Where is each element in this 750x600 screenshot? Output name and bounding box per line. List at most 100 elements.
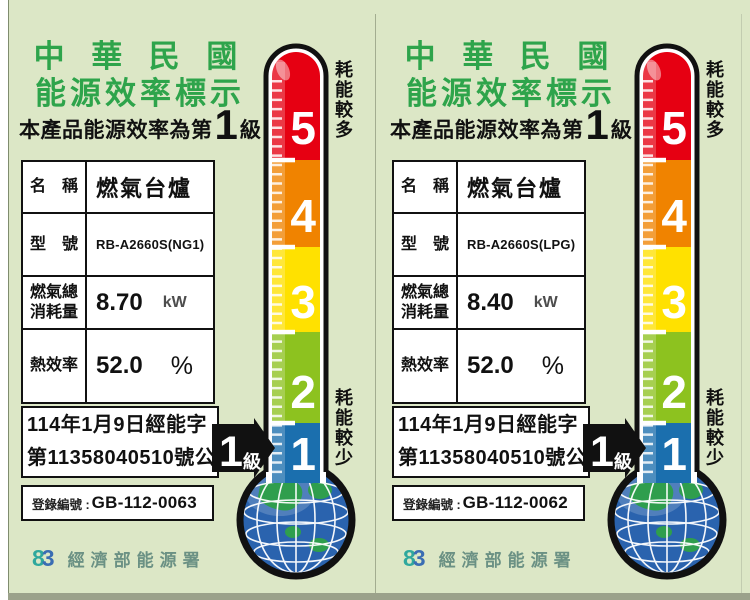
label-title-line1: 中 華 民 國 (404, 39, 618, 74)
level-3: 3 (661, 276, 687, 328)
name-value: 燃氣台爐 (467, 176, 564, 201)
energy-administration-logo-icon: 83 (403, 547, 426, 570)
level-5: 5 (290, 102, 316, 154)
energy-label-lpg: 中 華 民 國 能源效率標示 本產品能源效率為第 1 級 名 稱 燃氣台爐 型 … (379, 0, 746, 593)
arrow-grade-unit: 級 (614, 451, 632, 472)
consumption-value: 8.40 (467, 288, 514, 316)
consumption-unit: kW (162, 293, 187, 311)
consumption-label: 燃氣總 消耗量 (394, 277, 458, 328)
grade-statement: 本產品能源效率為第 1 級 (19, 101, 261, 148)
label-title-line2: 能源效率標示 (35, 76, 245, 111)
sheet-bottom-shadow (8, 593, 750, 600)
announcement-line2: 第11358040510號公告 (27, 447, 236, 469)
table-row-name: 名 稱 燃氣台爐 (23, 162, 213, 214)
model-value: RB-A2660S(NG1) (96, 237, 205, 252)
agency-name: 經濟部能源署 (438, 551, 577, 570)
thermometer-gauge: 5 4 3 2 1 (607, 43, 727, 580)
energy-administration-logo-icon: 83 (32, 547, 55, 570)
registration-number: GB-112-0062 (462, 493, 569, 512)
grade-arrow: 1 級 (212, 418, 275, 478)
announcement-box: 114年1月9日經能字 第11358040510號公告 (392, 406, 607, 478)
efficiency-value: 52.0 (467, 352, 514, 379)
globe-icon (236, 460, 356, 580)
table-row-consumption: 燃氣總 消耗量 8.70 kW (23, 277, 213, 330)
model-label: 型 號 (394, 214, 458, 275)
level-4: 4 (290, 190, 316, 242)
efficiency-label: 熱效率 (394, 330, 458, 402)
grade-arrow: 1 級 (583, 418, 646, 478)
tube-ticks (643, 80, 666, 478)
announcement-box: 114年1月9日經能字 第11358040510號公告 (21, 406, 236, 478)
caption-less-energy: 耗能較少 (333, 388, 353, 468)
grade-statement-suffix: 級 (239, 119, 261, 143)
sheet-right-edge (741, 14, 742, 600)
efficiency-unit: % (541, 351, 564, 380)
efficiency-value-cell: 52.0 % (458, 330, 584, 402)
level-2: 2 (661, 366, 687, 418)
consumption-value: 8.70 (96, 288, 143, 316)
consumption-label: 燃氣總 消耗量 (23, 277, 87, 328)
registration-label: 登錄編號 : (403, 497, 461, 512)
table-row-model: 型 號 RB-A2660S(NG1) (23, 214, 213, 277)
table-row-efficiency: 熱效率 52.0 % (23, 330, 213, 402)
thermometer-gauge: 5 4 3 2 1 (236, 43, 356, 580)
registration-label: 登錄編號 : (32, 497, 90, 512)
level-1: 1 (661, 428, 687, 480)
registration-box: 登錄編號 : GB-112-0063 (21, 485, 214, 521)
registration-number: GB-112-0063 (91, 493, 198, 512)
level-5: 5 (661, 102, 687, 154)
tube-outline (634, 43, 700, 472)
globe-icon (607, 460, 727, 580)
labels-divider-line (375, 14, 376, 600)
agency-name: 經濟部能源署 (67, 551, 206, 570)
table-row-model: 型 號 RB-A2660S(LPG) (394, 214, 584, 277)
name-label: 名 稱 (394, 162, 458, 212)
grade-statement-suffix: 級 (610, 119, 632, 143)
caption-more-energy: 耗能較多 (704, 60, 724, 140)
tube-outline (263, 43, 329, 472)
energy-label-ng1: 中 華 民 國 能源效率標示 本產品能源效率為第 1 級 名 稱 燃氣台爐 型 … (8, 0, 375, 593)
logo-glyph-left: 8 (32, 545, 45, 571)
logo-glyph-right: 3 (412, 545, 426, 571)
label-title-line2: 能源效率標示 (406, 76, 616, 111)
consumption-unit: kW (533, 293, 558, 311)
label-title-line1: 中 華 民 國 (33, 39, 247, 74)
registration-box: 登錄編號 : GB-112-0062 (392, 485, 585, 521)
name-label: 名 稱 (23, 162, 87, 212)
logo-glyph-left: 8 (403, 545, 416, 571)
level-3: 3 (290, 276, 316, 328)
arrow-grade-unit: 級 (243, 451, 261, 472)
spec-table: 名 稱 燃氣台爐 型 號 RB-A2660S(LPG) 燃氣總 消耗量 8.40… (392, 160, 586, 404)
announcement-line2: 第11358040510號公告 (398, 447, 607, 469)
model-label: 型 號 (23, 214, 87, 275)
tube-ticks (272, 80, 295, 478)
grade-statement-number: 1 (214, 101, 238, 148)
announcement-line1: 114年1月9日經能字 (398, 414, 579, 436)
caption-more-energy: 耗能較多 (333, 60, 353, 140)
grade-statement-prefix: 本產品能源效率為第 (19, 119, 213, 143)
efficiency-value: 52.0 (96, 352, 143, 379)
table-row-name: 名 稱 燃氣台爐 (394, 162, 584, 214)
grade-statement-prefix: 本產品能源效率為第 (390, 119, 584, 143)
level-1: 1 (290, 428, 316, 480)
grade-statement-number: 1 (585, 101, 609, 148)
caption-less-energy: 耗能較少 (704, 388, 724, 468)
logo-glyph-right: 3 (41, 545, 55, 571)
efficiency-unit: % (170, 351, 193, 380)
consumption-value-cell: 8.70 kW (87, 277, 213, 328)
agency-footer: 83 經濟部能源署 (403, 546, 577, 571)
efficiency-value-cell: 52.0 % (87, 330, 213, 402)
model-value: RB-A2660S(LPG) (467, 237, 576, 252)
table-row-consumption: 燃氣總 消耗量 8.40 kW (394, 277, 584, 330)
agency-footer: 83 經濟部能源署 (32, 546, 206, 571)
spec-table: 名 稱 燃氣台爐 型 號 RB-A2660S(NG1) 燃氣總 消耗量 8.70… (21, 160, 215, 404)
level-2: 2 (290, 366, 316, 418)
grade-statement: 本產品能源效率為第 1 級 (390, 101, 632, 148)
table-row-efficiency: 熱效率 52.0 % (394, 330, 584, 402)
announcement-line1: 114年1月9日經能字 (27, 414, 208, 436)
arrow-grade-number: 1 (219, 428, 243, 476)
level-numbers: 5 4 3 2 1 (661, 102, 687, 480)
consumption-value-cell: 8.40 kW (458, 277, 584, 328)
name-value: 燃氣台爐 (96, 176, 193, 201)
efficiency-label: 熱效率 (23, 330, 87, 402)
